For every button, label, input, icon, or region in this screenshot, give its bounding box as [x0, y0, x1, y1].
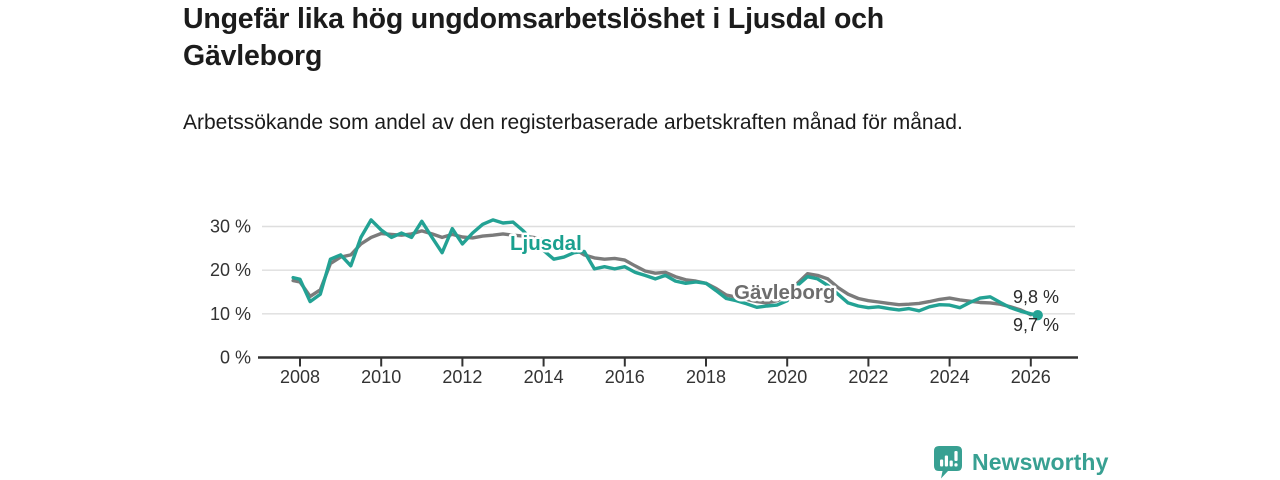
y-tick-label: 10 % [210, 304, 251, 324]
x-tick-label: 2018 [686, 367, 726, 387]
series-line-ljusdal [291, 218, 1040, 317]
x-tick-label: 2014 [524, 367, 564, 387]
y-tick-label: 30 % [210, 216, 251, 236]
chart-subtitle: Arbetssökande som andel av den registerb… [183, 111, 963, 134]
newsworthy-logo[interactable]: Newsworthy [933, 445, 1108, 479]
y-tick-label: 20 % [210, 260, 251, 280]
x-tick-label: 2008 [280, 367, 320, 387]
x-tick-label: 2024 [930, 367, 970, 387]
bar-chart-speech-bubble-icon [934, 446, 962, 479]
chart-title: Ungefär lika hög ungdomsarbetslöshet i L… [183, 3, 885, 73]
x-tick-label: 2010 [361, 367, 401, 387]
series-label-ljusdal: Ljusdal [510, 232, 582, 255]
series-line-gavleborg [291, 229, 1033, 317]
x-tick-label: 2020 [767, 367, 807, 387]
last-value-label-gavleborg: 9,8 % [1013, 287, 1059, 307]
latest-point-marker [1032, 309, 1043, 321]
x-tick-label: 2012 [442, 367, 482, 387]
newsworthy-logo-text: Newsworthy [972, 448, 1109, 475]
y-tick-label: 0 % [220, 348, 251, 368]
x-tick-label: 2016 [605, 367, 645, 387]
x-tick-label: 2022 [848, 367, 888, 387]
series-label-gavleborg: Gävleborg [734, 281, 835, 304]
x-tick-label: 2026 [1011, 367, 1051, 387]
last-value-label-ljusdal: 9,7 % [1013, 315, 1059, 335]
